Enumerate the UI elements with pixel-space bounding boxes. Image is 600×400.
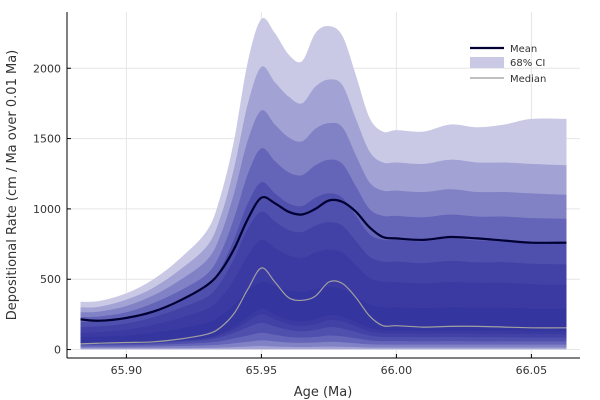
x-tick-label-0: 65.90 [111, 364, 143, 377]
y-tick-label-3: 1500 [33, 133, 61, 146]
legend: Mean 68% CI Median [470, 44, 546, 85]
x-tick-label-1: 65.95 [246, 364, 278, 377]
x-axis-label: Age (Ma) [294, 385, 353, 400]
tick-labels: 65.90 65.95 66.00 66.05 0 500 1000 1500 2000 [33, 62, 547, 377]
x-tick-label-3: 66.05 [516, 364, 548, 377]
series-lines [80, 195, 567, 345]
x-tick-label-2: 66.00 [381, 364, 413, 377]
y-tick-label-2: 1000 [33, 203, 61, 216]
legend-label-ci: 68% CI [510, 58, 545, 69]
y-tick-label-4: 2000 [33, 62, 61, 75]
y-axis-label: Depositional Rate (cm / Ma over 0.01 Ma) [5, 50, 20, 320]
legend-swatch-ci [470, 57, 504, 68]
series-line-mean [80, 195, 567, 322]
confidence-bands [80, 17, 567, 350]
ci-band-7 [80, 281, 567, 344]
series-line-median [80, 267, 567, 345]
axes [66, 12, 580, 359]
y-tick-label-0: 0 [54, 344, 61, 357]
y-tick-label-1: 500 [40, 273, 61, 286]
legend-label-mean: Mean [510, 44, 537, 55]
legend-label-median: Median [510, 74, 546, 85]
